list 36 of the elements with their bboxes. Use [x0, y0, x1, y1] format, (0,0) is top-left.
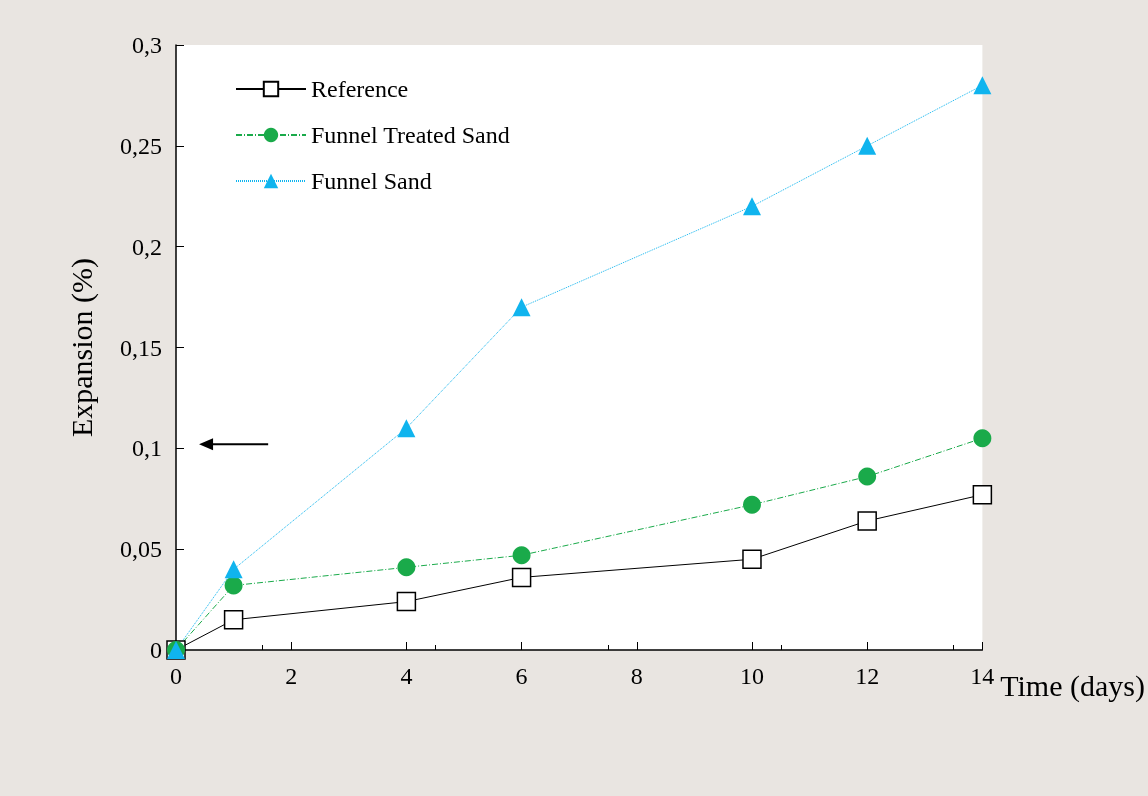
point	[973, 76, 992, 95]
point	[223, 610, 244, 630]
legend-label: Reference	[311, 76, 409, 102]
point	[396, 591, 417, 612]
x-tick-label: 0	[170, 663, 182, 689]
x-tick-label: 2	[285, 663, 298, 689]
point	[397, 419, 416, 438]
point	[858, 467, 877, 486]
point	[973, 429, 992, 448]
y-axis-title: Expansion (%)	[64, 257, 99, 438]
point	[512, 298, 531, 317]
x-axis-title: Time (days)	[1000, 668, 1145, 703]
y-tick-label: 0,25	[120, 132, 162, 159]
point	[397, 558, 416, 577]
x-tick-label: 14	[970, 663, 995, 689]
x-tick-label: 4	[400, 663, 413, 689]
point	[742, 197, 761, 216]
x-tick-label: 12	[855, 663, 880, 689]
point	[743, 495, 761, 514]
y-tick-label: 0,2	[132, 233, 162, 260]
x-tick-label: 10	[739, 663, 764, 689]
y-tick-label: 0,15	[120, 334, 162, 361]
y-tick-label: 0,1	[132, 435, 162, 462]
y-tick-label: 0,05	[120, 536, 162, 563]
y-tick-label: 0,3	[132, 32, 162, 58]
x-tick-label: 6	[515, 663, 528, 689]
point	[511, 567, 532, 588]
point	[858, 136, 877, 155]
x-tick-label: 8	[630, 663, 643, 689]
point	[224, 576, 243, 595]
point	[972, 484, 993, 505]
legend-label: Funnel Sand	[311, 168, 432, 194]
point	[512, 546, 531, 565]
legend-label: Funnel Treated Sand	[311, 122, 510, 148]
point	[224, 560, 243, 579]
y-tick-label: 0	[150, 637, 162, 663]
